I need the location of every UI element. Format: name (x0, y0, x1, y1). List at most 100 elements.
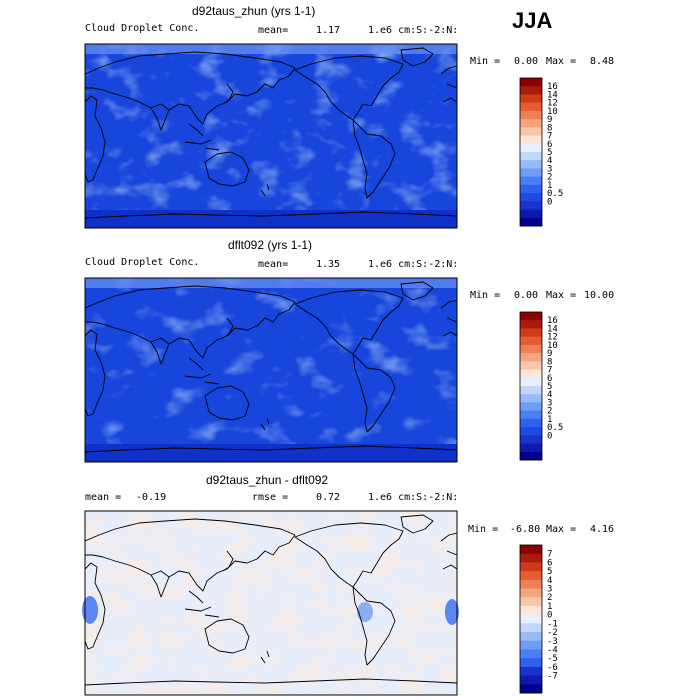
colorbar-tick-label: 1 (547, 602, 552, 612)
colorbar-swatch (520, 614, 542, 624)
colorbar-tick-label: 2 (547, 407, 552, 417)
colorbar-swatch (520, 135, 542, 145)
colorbar-swatch (520, 443, 542, 453)
panel3-units: 1.e6 cm:S:-2:N: (368, 492, 459, 503)
panel1-title: d92taus_zhun (yrs 1-1) (192, 4, 316, 18)
colorbar-tick-label: 4 (547, 390, 552, 400)
colorbar-swatch (520, 451, 542, 461)
colorbar-swatch (520, 344, 542, 354)
panel2-min-value: 0.00 (514, 290, 539, 301)
panel2-title: dflt092 (yrs 1-1) (228, 238, 313, 252)
colorbar-tick-label: 2 (547, 593, 552, 603)
colorbar-tick-label: 12 (547, 99, 558, 109)
panel2-max-value: 10.00 (584, 290, 615, 301)
colorbar-tick-label: 7 (547, 550, 552, 560)
panel2-mean-label: mean= (258, 259, 289, 270)
panel3-rmse-value: 0.72 (316, 492, 341, 503)
colorbar-tick-label: 3 (547, 398, 552, 408)
panel3-mean-value: -0.19 (136, 492, 167, 503)
season-label: JJA (512, 8, 553, 33)
panel3-map (82, 510, 459, 696)
panel2-units: 1.e6 cm:S:-2:N: (368, 259, 459, 270)
panel1-min-label: Min = (470, 56, 501, 67)
colorbar-swatch (520, 571, 542, 581)
colorbar-swatch (520, 553, 542, 563)
colorbar-tick-label: 0 (547, 197, 552, 207)
colorbar-tick-label: 7 (547, 366, 552, 376)
colorbar-swatch (520, 377, 542, 387)
colorbar-swatch (520, 152, 542, 161)
colorbar-tick-label: 3 (547, 585, 552, 595)
colorbar-tick-label: 1 (547, 181, 552, 191)
colorbar-tick-label: 0 (547, 431, 552, 441)
panel2-mean-value: 1.35 (316, 259, 341, 270)
colorbar-swatch (520, 361, 542, 370)
colorbar-tick-label: 14 (547, 90, 558, 100)
colorbar-tick-label: -7 (547, 672, 558, 682)
colorbar-swatch (520, 649, 542, 659)
colorbar-swatch (520, 78, 542, 87)
colorbar-swatch (520, 193, 542, 202)
panel3-rmse-label: rmse = (252, 492, 289, 503)
panel3-mean-label: mean = (85, 492, 122, 503)
colorbar-swatch (520, 328, 542, 338)
colorbar-frame (519, 311, 543, 461)
panel2-max-label: Max = (546, 290, 577, 301)
colorbar-swatch (520, 684, 542, 694)
colorbar-swatch (520, 588, 542, 598)
colorbar-tick-label: 0.5 (547, 189, 563, 199)
colorbar-swatch (520, 168, 542, 178)
colorbar-tick-label: 1 (547, 415, 552, 425)
colorbar-swatch (520, 176, 542, 186)
colorbar-tick-label: 7 (547, 132, 552, 142)
colorbar-tick-label: 16 (547, 82, 558, 92)
colorbar-swatch (520, 418, 542, 428)
colorbar-swatch (520, 369, 542, 379)
colorbar-tick-label: 16 (547, 316, 558, 326)
panel3-title: d92taus_zhun - dflt092 (206, 473, 329, 487)
colorbar-tick-label: 4 (547, 156, 552, 166)
colorbar-tick-label: -6 (547, 663, 558, 673)
panel2-map (84, 277, 458, 463)
colorbar-swatch (520, 217, 542, 227)
colorbar-swatch (520, 184, 542, 194)
colorbar-tick-label: -4 (547, 646, 558, 656)
colorbar-tick-label: 10 (547, 107, 558, 117)
colorbar-swatch (520, 410, 542, 420)
colorbar-swatch (520, 579, 542, 589)
colorbar-swatch (520, 110, 542, 120)
colorbar-tick-label: -5 (547, 654, 558, 664)
colorbar-swatch (520, 666, 542, 676)
colorbar-tick-label: 5 (547, 567, 552, 577)
colorbar-tick-label: 9 (547, 115, 552, 125)
colorbar-swatch (520, 562, 542, 572)
colorbar-frame (519, 544, 543, 694)
colorbar-swatch (520, 209, 542, 219)
colorbar-swatch (520, 435, 542, 444)
colorbar-tick-label: 0 (547, 611, 552, 621)
colorbar-swatch (520, 675, 542, 685)
colorbar-tick-label: 3 (547, 164, 552, 174)
colorbar-swatch (520, 127, 542, 136)
colorbar-swatch (520, 623, 542, 633)
colorbar-swatch (520, 597, 542, 607)
colorbar-tick-label: 5 (547, 382, 552, 392)
colorbar-swatch (520, 320, 542, 329)
colorbar-tick-label: 10 (547, 341, 558, 351)
colorbar-tick-label: -2 (547, 628, 558, 638)
colorbar-swatch (520, 201, 542, 210)
panel1-map (84, 43, 458, 229)
colorbar-swatch (520, 640, 542, 650)
panel3-max-label: Max = (546, 524, 577, 535)
colorbar-tick-label: 6 (547, 374, 552, 384)
colorbar-tick-label: 9 (547, 349, 552, 359)
panel3-min-label: Min = (468, 524, 499, 535)
colorbar-tick-label: 12 (547, 333, 558, 343)
panel1-mean-value: 1.17 (316, 25, 341, 36)
colorbar-swatch (520, 312, 542, 321)
colorbar-swatch (520, 336, 542, 346)
